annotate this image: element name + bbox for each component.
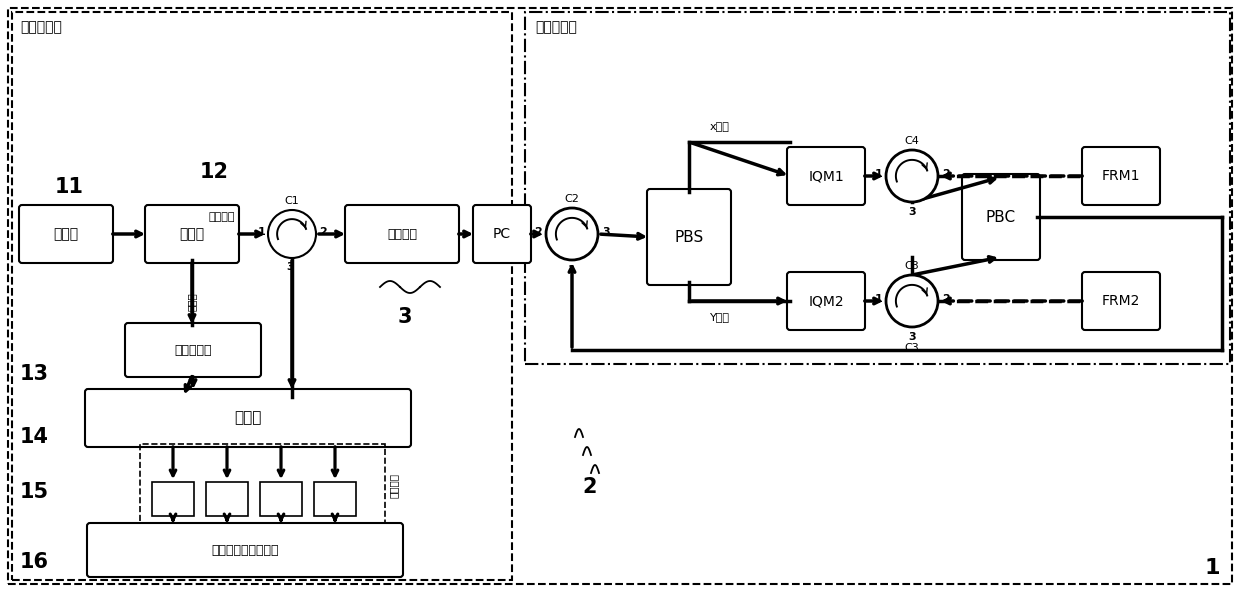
FancyBboxPatch shape	[787, 272, 866, 330]
Text: 12: 12	[200, 162, 229, 182]
Text: FRM2: FRM2	[1102, 294, 1141, 308]
Text: 2: 2	[942, 294, 950, 304]
Text: 混频器: 混频器	[234, 410, 262, 426]
Text: Y偏振: Y偏振	[711, 312, 730, 322]
Text: C4: C4	[904, 136, 919, 146]
Text: 14: 14	[20, 427, 50, 447]
Text: 相位延迟器: 相位延迟器	[175, 343, 212, 356]
Text: PC: PC	[494, 227, 511, 241]
Text: 2: 2	[942, 169, 950, 179]
FancyBboxPatch shape	[1083, 272, 1159, 330]
Text: 光载波: 光载波	[187, 292, 197, 311]
Text: 分束器: 分束器	[180, 227, 205, 241]
Text: 1: 1	[257, 227, 265, 237]
Text: 1: 1	[874, 294, 882, 304]
Text: 3: 3	[908, 332, 916, 342]
Circle shape	[268, 210, 316, 258]
Text: 16: 16	[20, 552, 50, 572]
Text: 单模光纤: 单模光纤	[387, 227, 417, 240]
Text: C1: C1	[285, 196, 299, 206]
FancyBboxPatch shape	[145, 205, 239, 263]
Text: 2: 2	[534, 227, 542, 237]
Text: 2: 2	[583, 477, 598, 497]
Text: 2: 2	[319, 227, 327, 237]
FancyBboxPatch shape	[962, 174, 1040, 260]
Bar	[260, 482, 303, 516]
Text: C2: C2	[564, 194, 579, 204]
Text: 15: 15	[20, 482, 50, 502]
FancyBboxPatch shape	[87, 523, 403, 577]
Text: PBC: PBC	[986, 210, 1016, 224]
Text: 11: 11	[55, 177, 84, 197]
Bar	[12, 12, 512, 580]
FancyBboxPatch shape	[472, 205, 531, 263]
Text: 3: 3	[601, 227, 610, 237]
Text: 13: 13	[20, 364, 50, 384]
FancyBboxPatch shape	[86, 389, 410, 447]
Text: 3: 3	[398, 307, 412, 327]
FancyBboxPatch shape	[345, 205, 459, 263]
FancyBboxPatch shape	[125, 323, 260, 377]
Text: FRM1: FRM1	[1102, 169, 1141, 183]
Bar	[206, 482, 248, 516]
Text: 3: 3	[286, 262, 294, 272]
Text: 1: 1	[568, 265, 575, 275]
Text: 信号发射端: 信号发射端	[534, 20, 577, 34]
Text: PBS: PBS	[675, 230, 703, 244]
Text: 3: 3	[908, 207, 916, 217]
Bar	[525, 12, 1230, 364]
FancyBboxPatch shape	[1083, 147, 1159, 205]
Text: 信号载波: 信号载波	[208, 212, 236, 222]
Text: 1: 1	[874, 169, 882, 179]
FancyBboxPatch shape	[19, 205, 113, 263]
Circle shape	[546, 208, 598, 260]
Text: 信号接收端: 信号接收端	[20, 20, 62, 34]
Text: IQM2: IQM2	[808, 294, 843, 308]
Text: C3: C3	[905, 343, 919, 353]
Bar	[140, 444, 384, 528]
Text: IQM1: IQM1	[808, 169, 844, 183]
Circle shape	[887, 275, 937, 327]
Text: x偏振: x偏振	[711, 122, 730, 132]
Text: 时钟恢复及数据判决: 时钟恢复及数据判决	[211, 543, 279, 556]
FancyBboxPatch shape	[787, 147, 866, 205]
Text: C3: C3	[905, 261, 919, 271]
Text: 1: 1	[1204, 558, 1220, 578]
Bar	[153, 482, 193, 516]
Circle shape	[887, 150, 937, 202]
Text: 激光器: 激光器	[53, 227, 78, 241]
Bar	[314, 482, 356, 516]
FancyBboxPatch shape	[647, 189, 732, 285]
Text: 平衡探测: 平衡探测	[389, 474, 399, 498]
